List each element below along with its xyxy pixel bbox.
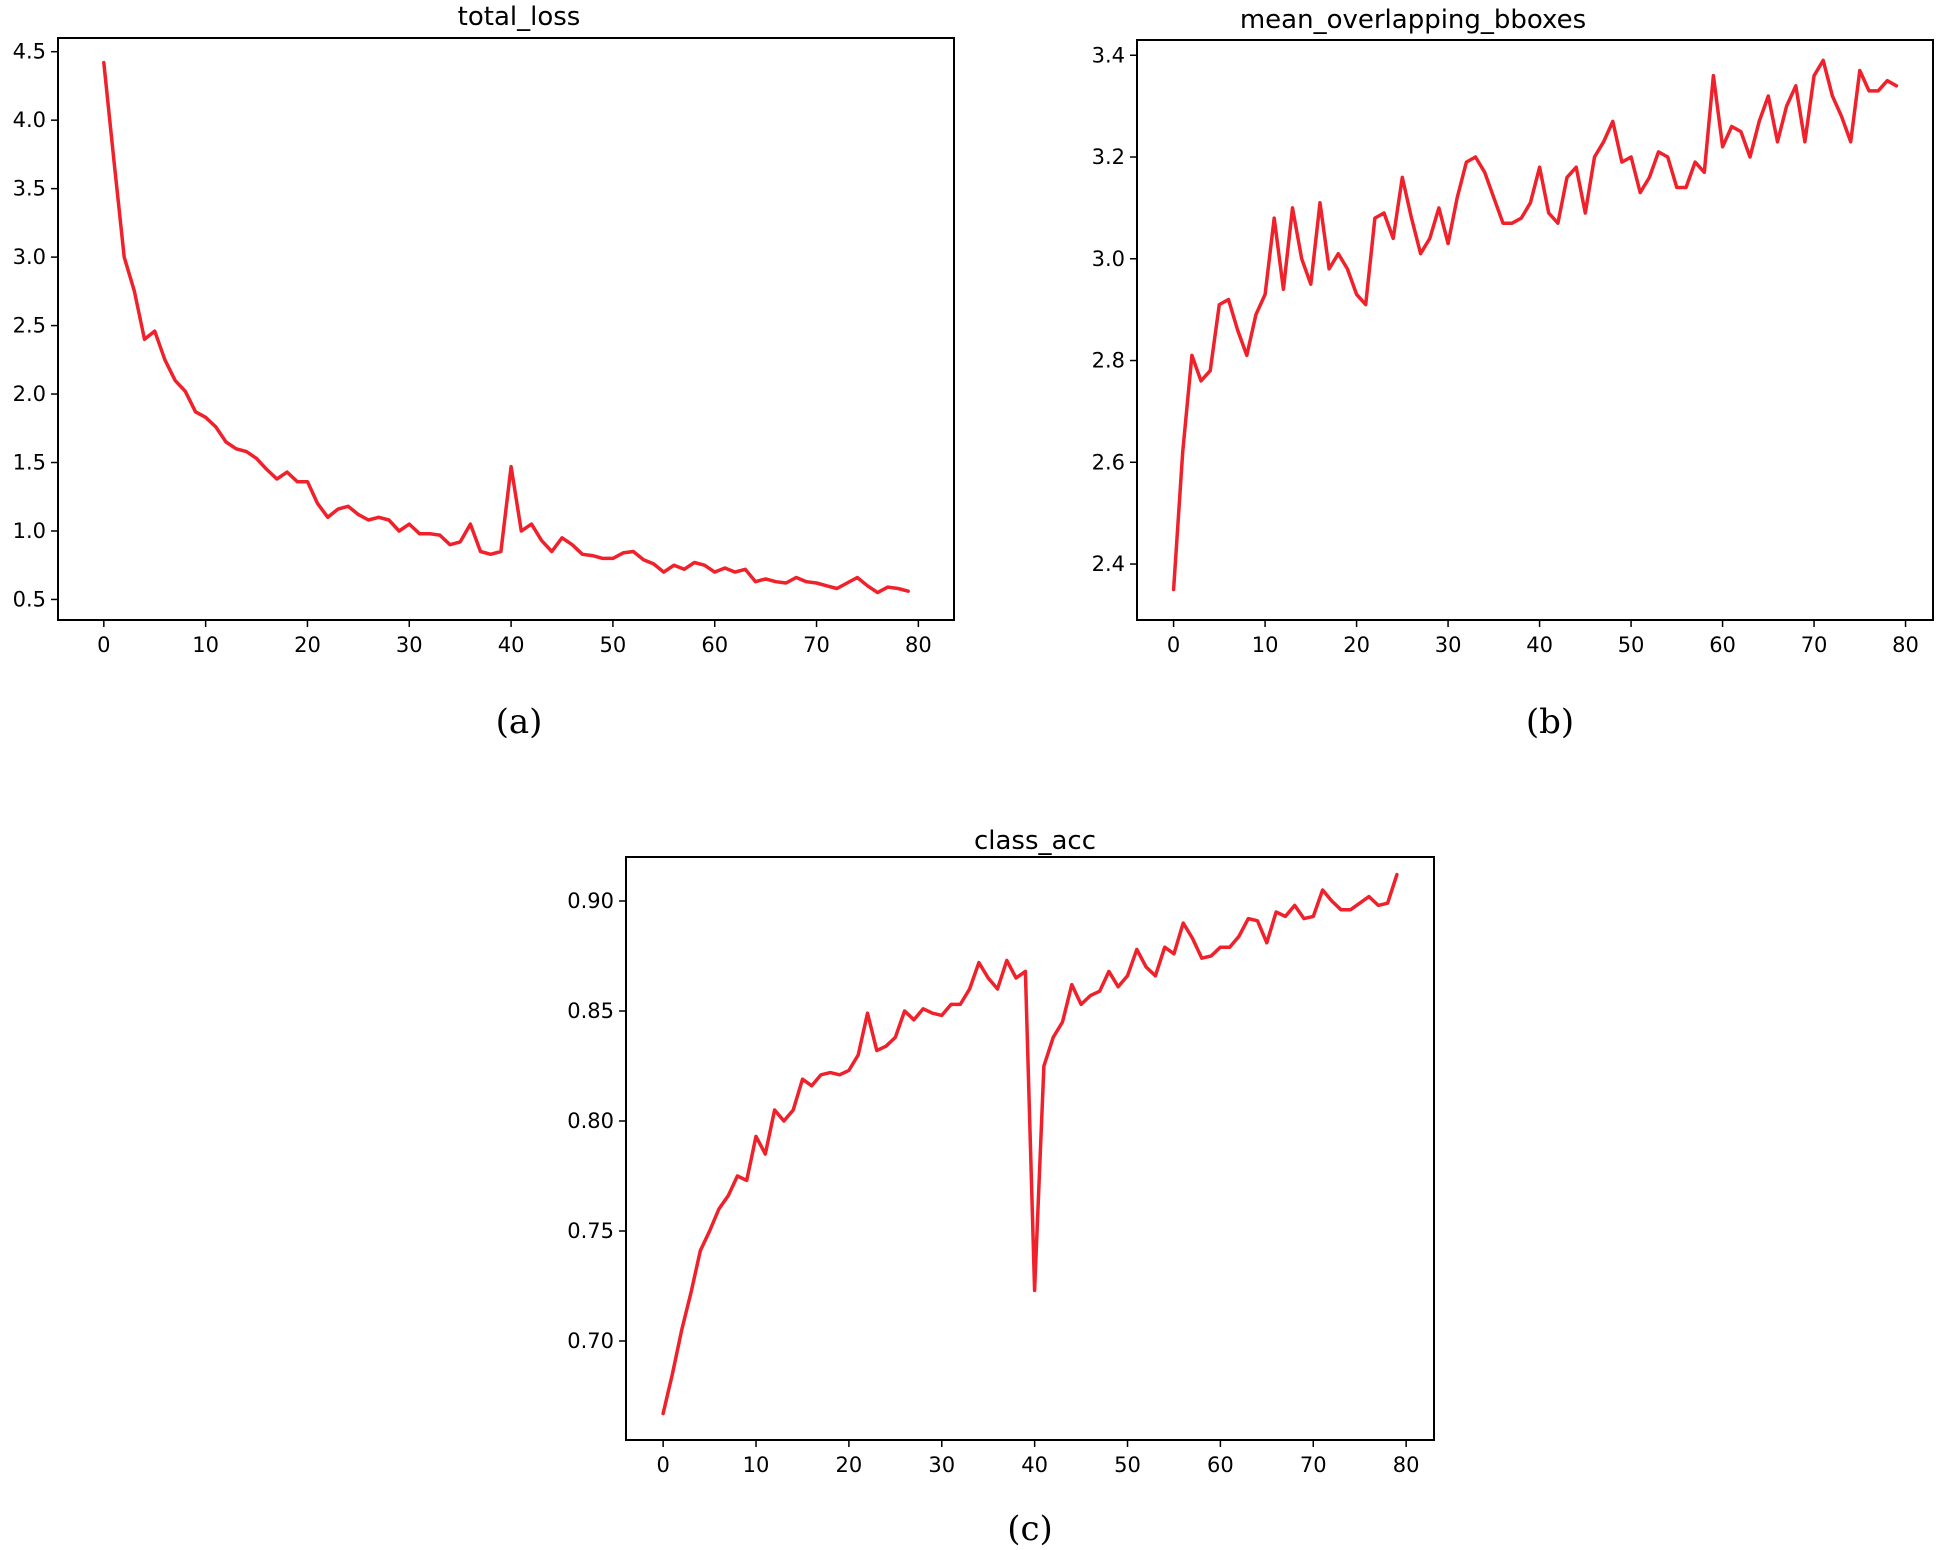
caption-c: (c) [1007,1509,1053,1549]
x-tick-label-a: 50 [600,633,627,657]
y-tick-label-a: 3.5 [13,177,46,201]
y-tick-label-b: 2.8 [1092,349,1125,373]
x-tick-label-a: 20 [294,633,321,657]
x-tick-label-b: 80 [1892,633,1919,657]
x-tick-label-c: 10 [743,1453,770,1477]
x-tick-label-a: 70 [803,633,830,657]
y-tick-label-b: 3.0 [1092,247,1125,271]
y-tick-label-a: 1.0 [13,519,46,543]
x-tick-label-c: 0 [656,1453,669,1477]
plot-frame-b [1136,39,1934,621]
y-tick-label-a: 2.5 [13,314,46,338]
chart-title-b: mean_overlapping_bboxes [1240,5,1586,35]
x-tick-label-a: 60 [701,633,728,657]
y-tick-label-a: 2.0 [13,382,46,406]
x-tick-label-a: 30 [396,633,423,657]
x-tick-label-c: 30 [928,1453,955,1477]
y-tick-label-a: 4.0 [13,108,46,132]
ticks-a: 0 10 20 30 40 50 60 70 80 0.5 1.0 1.5 2.0 2.5 3.0 3.5 4.… [13,40,932,657]
x-tick-label-c: 60 [1207,1453,1234,1477]
series-line-a [102,60,910,595]
x-tick-label-b: 30 [1435,633,1462,657]
y-tick-label-c: 0.90 [567,889,614,913]
y-tick-label-b: 3.4 [1092,43,1125,67]
x-tick-label-b: 0 [1167,633,1180,657]
y-tick-label-c: 0.85 [567,999,614,1023]
chart-panel-b: mean_overlapping_bboxes 0 10 20 30 40 50 60 70 8… [1092,5,1934,742]
y-tick-label-a: 1.5 [13,451,46,475]
x-tick-label-c: 80 [1393,1453,1420,1477]
caption-b: (b) [1526,702,1574,742]
x-tick-label-c: 20 [836,1453,863,1477]
x-tick-label-b: 10 [1252,633,1279,657]
x-tick-label-a: 10 [192,633,219,657]
y-tick-label-c: 0.75 [567,1219,614,1243]
x-tick-label-c: 70 [1300,1453,1327,1477]
x-tick-label-a: 0 [97,633,110,657]
y-tick-label-a: 4.5 [13,40,46,64]
x-tick-label-a: 40 [498,633,525,657]
x-tick-label-b: 50 [1618,633,1645,657]
plot-frame-a [57,37,955,621]
y-tick-label-c: 0.70 [567,1329,614,1353]
y-tick-label-b: 2.6 [1092,450,1125,474]
chart-title-c: class_acc [974,826,1096,856]
series-line-b [1171,58,1899,592]
x-tick-label-a: 80 [905,633,932,657]
series-line-c [661,872,1399,1416]
x-tick-label-c: 40 [1021,1453,1048,1477]
caption-a: (a) [496,702,543,742]
chart-title-a: total_loss [458,2,581,32]
x-tick-label-c: 50 [1114,1453,1141,1477]
y-tick-label-b: 2.4 [1092,552,1125,576]
chart-panel-a: total_loss 0 10 20 30 40 50 60 70 80 0.5 1.0 1.5 2.0… [13,2,955,742]
chart-panel-c: class_acc 0 10 20 30 40 50 60 70 800.700.750.800… [567,826,1435,1549]
y-tick-label-b: 3.2 [1092,145,1125,169]
x-tick-label-b: 70 [1801,633,1828,657]
x-tick-label-b: 60 [1709,633,1736,657]
ticks-b: 0 10 20 30 40 50 60 70 80 2.4 2.6 2.8 3.0 3.2 3.4 [1092,43,1919,657]
ticks-c: 0 10 20 30 40 50 60 70 80 0.70 0.75 0.80 0.85 0.90 [567,889,1419,1477]
x-tick-label-b: 20 [1343,633,1370,657]
y-tick-label-a: 0.5 [13,587,46,611]
y-tick-label-c: 0.80 [567,1109,614,1133]
x-tick-label-b: 40 [1526,633,1553,657]
plot-frame-c [625,856,1435,1441]
y-tick-label-a: 3.0 [13,245,46,269]
